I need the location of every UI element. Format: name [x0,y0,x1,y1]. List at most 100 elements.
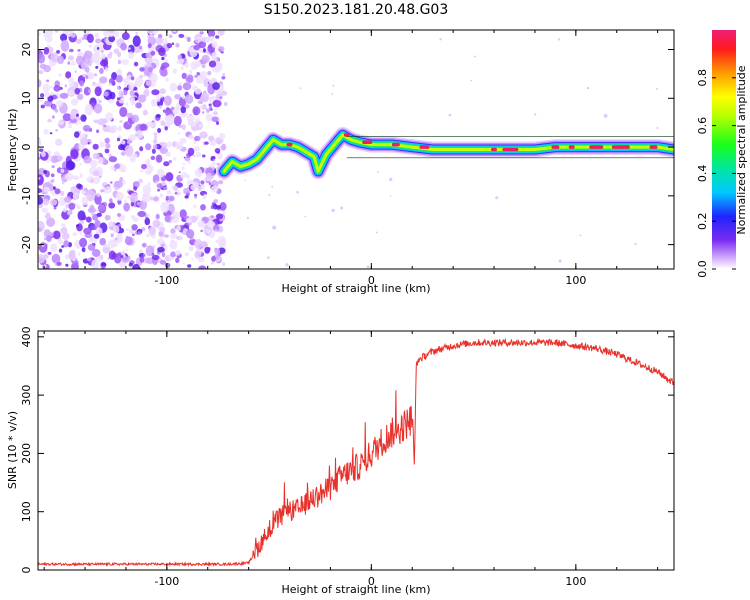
y-tick-label: -10 [20,187,33,205]
noise-speckle [108,35,116,43]
noise-speckle [448,113,452,117]
noise-speckle [93,103,103,114]
noise-speckle [173,185,178,191]
noise-speckle [51,103,57,111]
noise-speckle [83,227,92,235]
noise-speckle [83,155,92,164]
noise-speckle [114,30,120,38]
noise-speckle [129,89,135,97]
track-peak [551,145,560,149]
noise-speckle [142,184,151,195]
noise-speckle [54,30,59,33]
noise-speckle [127,44,135,54]
noise-speckle [170,251,177,258]
noise-speckle [68,250,76,260]
noise-speckle [100,189,105,193]
noise-speckle [187,160,191,164]
noise-speckle [102,245,111,254]
chart-title: S150.2023.181.20.48.G03 [264,2,449,18]
noise-speckle [212,162,216,166]
noise-speckle [186,174,190,179]
noise-speckle [210,205,214,210]
track-peak [611,145,630,149]
noise-speckle [139,67,145,72]
noise-speckle [152,219,161,228]
noise-speckle [209,105,213,110]
noise-speckle [178,33,185,38]
noise-speckle [80,137,89,146]
noise-speckle [86,189,96,202]
noise-speckle [169,82,177,92]
noise-speckle [103,243,110,248]
noise-speckle [103,91,109,97]
track-peak [362,140,373,144]
noise-speckle [94,73,97,76]
noise-speckle [39,63,47,69]
noise-speckle [114,168,117,172]
noise-speckle [201,104,207,111]
noise-speckle [71,262,79,269]
noise-speckle [61,245,65,248]
noise-speckle [139,200,148,210]
noise-speckle [178,82,183,86]
x-tick-label: 0 [368,575,375,588]
noise-speckle [147,43,152,49]
noise-speckle [65,160,75,171]
noise-speckle [92,81,96,86]
noise-speckle [166,114,175,126]
noise-speckle [75,55,85,66]
noise-speckle [45,212,51,220]
noise-speckle [128,82,135,91]
noise-speckle [156,238,165,245]
noise-speckle [194,60,202,68]
noise-speckle [141,227,146,232]
noise-speckle [50,173,55,178]
noise-speckle [56,261,62,266]
noise-speckle [94,32,100,38]
noise-speckle [135,31,139,35]
track-peak [286,142,293,147]
noise-speckle [59,92,69,99]
noise-speckle [84,103,94,116]
noise-speckle [151,89,160,96]
noise-speckle [92,170,100,177]
noise-speckle [190,184,197,191]
noise-speckle [216,162,220,166]
noise-speckle [194,250,201,259]
noise-speckle [175,249,181,256]
noise-speckle [100,50,104,53]
noise-speckle [145,80,152,86]
noise-speckle [174,192,178,195]
noise-speckle [220,90,228,96]
noise-speckle [188,245,194,252]
noise-speckle [139,256,145,263]
noise-speckle [82,124,91,132]
noise-speckle [99,76,108,84]
noise-speckle [164,234,169,238]
noise-speckle [196,72,200,76]
noise-speckle [87,207,96,214]
noise-speckle [375,231,378,234]
noise-speckle [119,177,124,182]
noise-speckle [144,217,151,226]
noise-speckle [38,188,42,194]
noise-speckle [331,208,335,213]
noise-speckle [90,178,94,184]
noise-speckle [66,210,72,216]
noise-speckle [158,47,166,56]
noise-speckle [110,181,113,184]
noise-speckle [42,83,50,93]
noise-speckle [125,228,130,232]
noise-speckle [389,195,392,198]
noise-speckle [187,264,192,268]
noise-speckle [199,71,208,79]
noise-speckle [159,88,166,95]
noise-speckle [168,159,173,164]
noise-speckle [169,195,175,202]
noise-speckle [150,50,156,56]
noise-speckle [184,195,189,199]
noise-speckle [199,131,208,139]
noise-speckle [128,134,136,142]
noise-speckle [207,71,212,76]
noise-speckle [130,201,135,207]
